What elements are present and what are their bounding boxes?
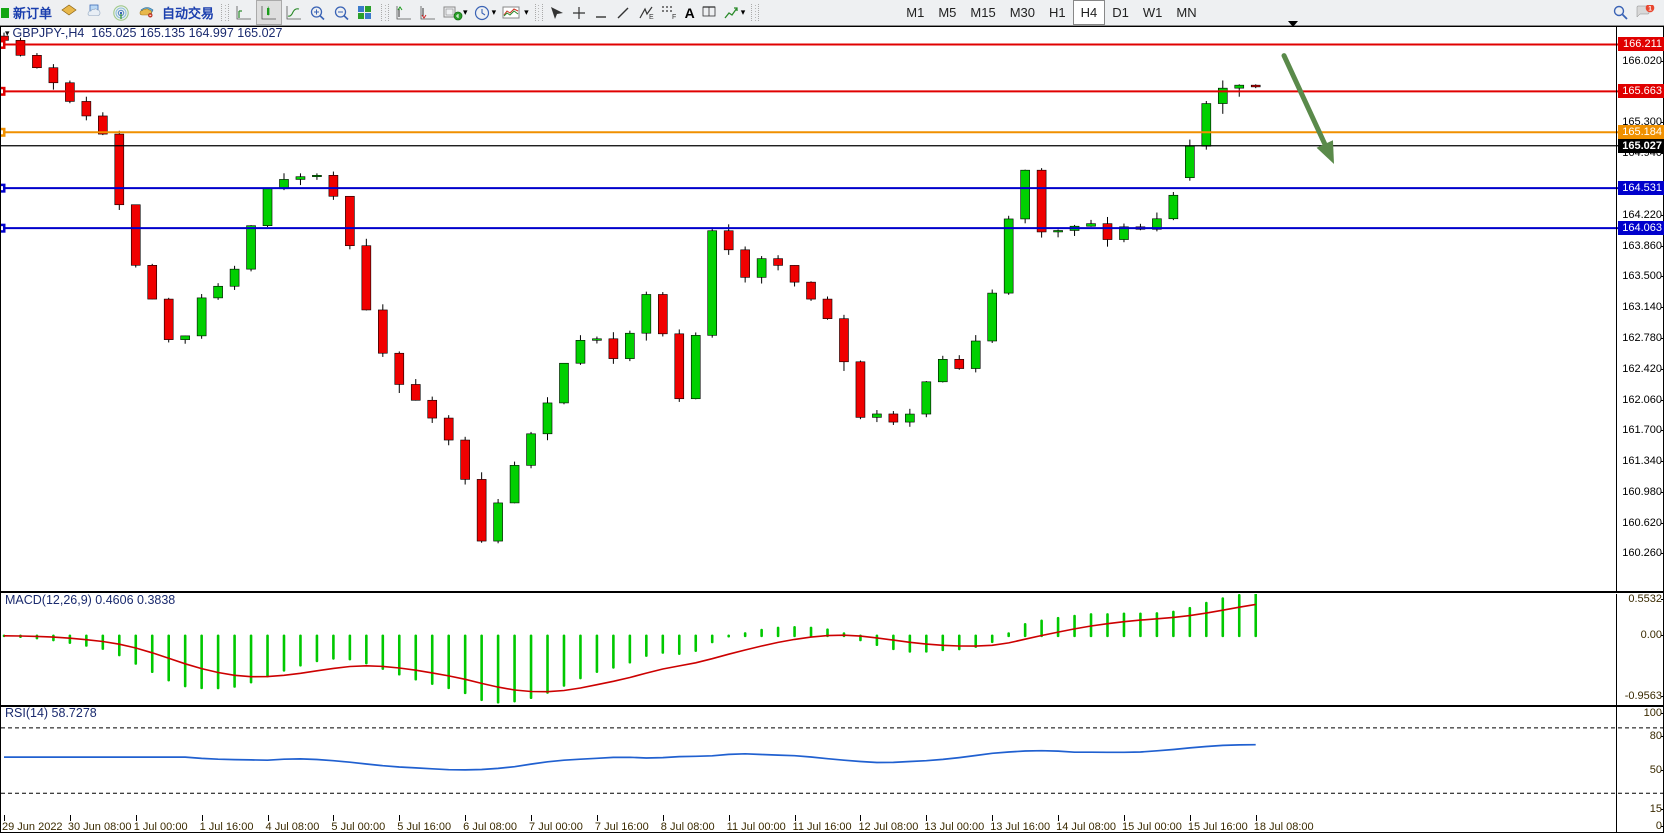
svg-text:E: E: [649, 14, 654, 21]
svg-text:1: 1: [1648, 5, 1652, 12]
svg-text:F: F: [672, 14, 676, 21]
